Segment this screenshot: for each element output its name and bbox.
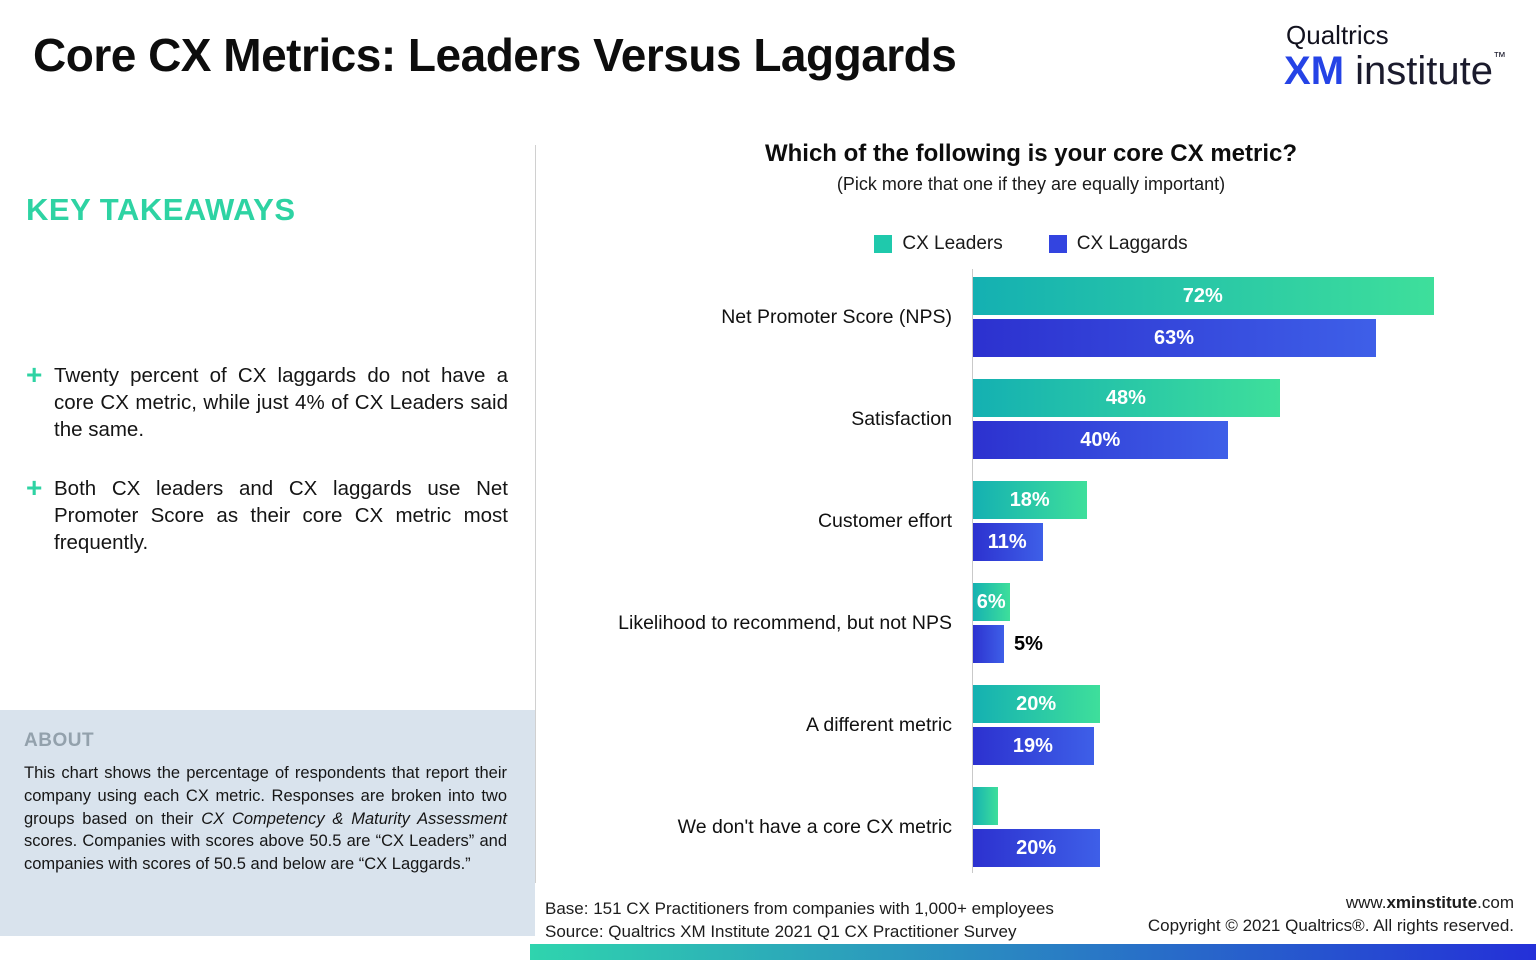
bottom-gradient-bar: [530, 944, 1536, 960]
chart-row: Net Promoter Score (NPS) 72% 63%: [545, 277, 1517, 357]
legend-item-leaders: CX Leaders: [874, 233, 1003, 255]
bar-value-label: 72%: [1182, 284, 1223, 307]
base-note: Base: 151 CX Practitioners from companie…: [545, 899, 1054, 918]
bar-value-label: 19%: [1012, 734, 1053, 757]
laggard-bar: 63%: [972, 319, 1376, 357]
legend-label-laggards: CX Laggards: [1076, 233, 1188, 254]
about-text-italic: CX Competency & Maturity Assessment: [201, 809, 507, 828]
bar-track: 20% 19%: [972, 685, 1517, 765]
chart-panel: Which of the following is your core CX m…: [545, 140, 1517, 889]
takeaway-text: Both CX leaders and CX laggards use Net …: [54, 477, 508, 555]
bar-value-label: 6%: [976, 590, 1006, 613]
laggard-bar-wrap: 40%: [972, 421, 1517, 459]
about-panel: ABOUT This chart shows the percentage of…: [0, 710, 535, 936]
chart-row: We don't have a core CX metric 20%: [545, 787, 1517, 867]
leader-bar-wrap: 72%: [972, 277, 1517, 315]
website-prefix: www.: [1345, 893, 1387, 912]
leader-bar: 20%: [972, 685, 1101, 723]
chart-row: Likelihood to recommend, but not NPS 6% 5%: [545, 583, 1517, 663]
chart-legend: CX Leaders CX Laggards: [545, 233, 1517, 255]
laggard-bar: [972, 625, 1005, 663]
footer-right: www.xminstitute.com Copyright © 2021 Qua…: [1148, 892, 1514, 938]
category-label: Satisfaction: [851, 407, 952, 430]
takeaway-text: Twenty percent of CX laggards do not hav…: [54, 364, 508, 442]
chart-title: Which of the following is your core CX m…: [764, 140, 1298, 167]
laggard-bar: 19%: [972, 727, 1094, 765]
vertical-divider: [535, 145, 536, 883]
bar-value-label: 63%: [1153, 326, 1194, 349]
source-note: Source: Qualtrics XM Institute 2021 Q1 C…: [545, 921, 1017, 941]
chart-row: Customer effort 18% 11%: [545, 481, 1517, 561]
chart-footnotes: Base: 151 CX Practitioners from companie…: [545, 898, 1054, 944]
laggard-bar: 11%: [972, 523, 1043, 561]
qualtrics-wordmark: Qualtrics: [1286, 20, 1389, 50]
leader-bar-wrap: [972, 787, 1517, 825]
category-label: A different metric: [806, 713, 952, 736]
website-suffix: .com: [1477, 893, 1514, 912]
bar-value-label: 40%: [1080, 428, 1121, 451]
xm-institute-wordmark: XM institute™: [1284, 49, 1506, 94]
axis-line: [972, 269, 973, 873]
leader-bar-wrap: 20%: [972, 685, 1517, 723]
copyright-text: Copyright © 2021 Qualtrics®. All rights …: [1147, 915, 1514, 935]
institute-text: institute: [1344, 49, 1493, 93]
legend-item-laggards: CX Laggards: [1048, 233, 1188, 255]
about-heading: ABOUT: [24, 730, 95, 751]
bar-value-label: 5%: [1014, 632, 1043, 655]
category-label: Customer effort: [817, 509, 952, 532]
chart-subtitle: (Pick more that one if they are equally …: [836, 174, 1226, 194]
laggard-bar: 20%: [972, 829, 1101, 867]
laggard-bar-wrap: 20%: [972, 829, 1517, 867]
bar-value-label: 11%: [987, 530, 1027, 553]
website-domain: xminstitute: [1386, 893, 1478, 912]
leader-bar: 6%: [972, 583, 1011, 621]
leader-bar-wrap: 18%: [972, 481, 1517, 519]
chart-row: A different metric 20% 19%: [545, 685, 1517, 765]
takeaway-item: + Both CX leaders and CX laggards use Ne…: [26, 472, 508, 556]
bar-track: 48% 40%: [972, 379, 1517, 459]
xm-text: XM: [1284, 49, 1345, 93]
bar-track: 72% 63%: [972, 277, 1517, 357]
legend-label-leaders: CX Leaders: [902, 233, 1003, 254]
takeaways-list: + Twenty percent of CX laggards do not h…: [26, 359, 508, 556]
laggards-swatch: [1048, 235, 1067, 253]
bar-value-label: 20%: [1016, 836, 1057, 859]
leader-bar: 48%: [972, 379, 1280, 417]
xm-institute-logo: Qualtrics XM institute™: [1284, 20, 1506, 94]
trademark-symbol: ™: [1493, 49, 1506, 64]
category-label: We don't have a core CX metric: [677, 815, 952, 838]
bar-track: 20%: [972, 787, 1517, 867]
leader-bar-wrap: 48%: [972, 379, 1517, 417]
bar-chart: Net Promoter Score (NPS) 72% 63% Satisfacti…: [545, 269, 1517, 873]
plus-icon: +: [26, 359, 43, 390]
laggard-bar-wrap: 5%: [972, 625, 1517, 663]
takeaway-item: + Twenty percent of CX laggards do not h…: [26, 359, 508, 443]
about-text-before: This chart shows the percentage of respo…: [24, 764, 507, 828]
leaders-swatch: [874, 235, 893, 253]
about-text: This chart shows the percentage of respo…: [24, 762, 507, 876]
laggard-bar-wrap: 19%: [972, 727, 1517, 765]
bar-value-label: 48%: [1105, 386, 1146, 409]
key-takeaways-heading: KEY TAKEAWAYS: [26, 192, 296, 227]
laggard-bar-wrap: 11%: [972, 523, 1517, 561]
leader-bar: [972, 787, 998, 825]
leader-bar: 18%: [972, 481, 1088, 519]
bar-track: 6% 5%: [972, 583, 1517, 663]
leader-bar-wrap: 6%: [972, 583, 1517, 621]
website-url: www.xminstitute.com: [1148, 892, 1514, 915]
leader-bar: 72%: [972, 277, 1434, 315]
category-label: Net Promoter Score (NPS): [721, 305, 952, 328]
bar-value-label: 18%: [1009, 488, 1050, 511]
chart-row: Satisfaction 48% 40%: [545, 379, 1517, 459]
laggard-bar-wrap: 63%: [972, 319, 1517, 357]
bar-track: 18% 11%: [972, 481, 1517, 561]
bar-value-label: 20%: [1016, 692, 1057, 715]
category-label: Likelihood to recommend, but not NPS: [618, 611, 952, 634]
page-title: Core CX Metrics: Leaders Versus Laggards: [33, 29, 957, 81]
plus-icon: +: [26, 472, 43, 504]
about-text-after: scores. Companies with scores above 50.5…: [24, 832, 507, 874]
laggard-bar: 40%: [972, 421, 1229, 459]
